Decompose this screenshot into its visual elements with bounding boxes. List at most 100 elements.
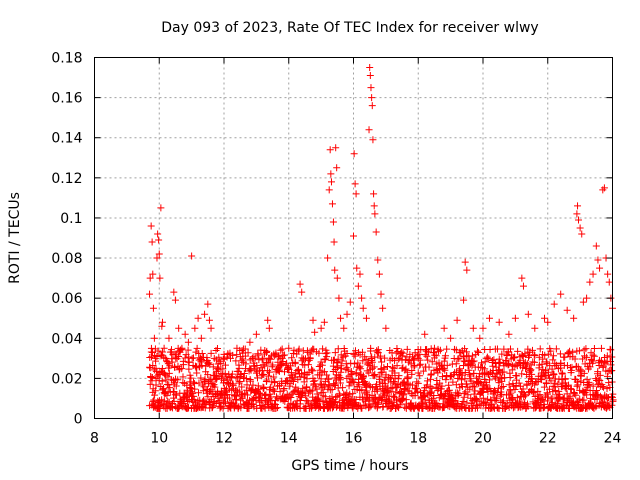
- data-point: [270, 373, 278, 381]
- data-point: [272, 350, 280, 358]
- data-point: [395, 372, 403, 380]
- data-point: [604, 270, 612, 278]
- data-point: [570, 390, 578, 398]
- data-point: [524, 402, 532, 410]
- data-point: [296, 396, 304, 404]
- y-tick-labels: 0 0.02 0.04 0.06 0.08 0.1 0.12 0.14 0.16 0.18: [51, 51, 82, 428]
- data-point: [574, 202, 582, 210]
- data-point: [188, 252, 196, 260]
- data-point: [291, 358, 299, 366]
- data-point: [321, 393, 329, 401]
- data-point: [580, 396, 588, 404]
- data-point: [468, 352, 476, 360]
- data-point: [500, 345, 508, 353]
- data-point: [510, 362, 518, 370]
- data-point: [589, 382, 597, 390]
- data-point: [427, 375, 435, 383]
- data-point: [289, 350, 297, 358]
- data-point: [495, 318, 503, 326]
- data-point: [155, 250, 163, 258]
- data-point: [188, 354, 196, 362]
- x-tick-label: 12: [215, 431, 233, 447]
- data-point: [445, 396, 453, 404]
- data-point: [539, 355, 547, 363]
- data-point: [151, 354, 159, 362]
- data-point: [586, 386, 594, 394]
- data-point: [371, 371, 379, 379]
- data-point: [507, 389, 515, 397]
- data-point: [148, 374, 156, 382]
- data-point: [237, 396, 245, 404]
- data-point: [198, 361, 206, 369]
- data-point: [181, 330, 189, 338]
- data-point: [440, 324, 448, 332]
- data-point: [572, 391, 580, 399]
- data-point: [238, 357, 246, 365]
- data-point: [388, 363, 396, 371]
- data-point: [590, 344, 598, 352]
- data-point: [262, 358, 270, 366]
- data-point: [544, 393, 552, 401]
- data-point: [276, 388, 284, 396]
- y-tick-label: 0.04: [51, 331, 82, 347]
- data-point: [220, 350, 228, 358]
- data-point: [599, 398, 607, 406]
- data-point: [477, 359, 485, 367]
- data-point: [165, 334, 173, 342]
- data-point: [408, 370, 416, 378]
- data-point: [146, 380, 154, 388]
- data-point: [528, 375, 536, 383]
- data-point: [215, 353, 223, 361]
- data-point: [504, 361, 512, 369]
- data-point: [238, 383, 246, 391]
- data-point: [498, 390, 506, 398]
- data-point: [413, 378, 421, 386]
- data-point: [576, 366, 584, 374]
- data-point: [175, 324, 183, 332]
- data-point: [365, 369, 373, 377]
- data-point: [329, 218, 337, 226]
- x-tick-label: 10: [150, 431, 168, 447]
- data-point: [403, 368, 411, 376]
- data-point: [521, 392, 529, 400]
- data-point: [402, 365, 410, 373]
- data-point: [414, 379, 422, 387]
- data-point: [256, 390, 264, 398]
- data-point: [148, 238, 156, 246]
- data-point: [462, 380, 470, 388]
- data-point: [515, 379, 523, 387]
- data-point: [263, 347, 271, 355]
- data-point: [309, 367, 317, 375]
- data-point: [316, 380, 324, 388]
- data-point: [514, 347, 522, 355]
- data-point: [442, 376, 450, 384]
- y-tick-label: 0.18: [51, 51, 82, 67]
- data-point: [531, 351, 539, 359]
- data-point: [166, 362, 174, 370]
- data-point: [452, 381, 460, 389]
- data-point: [320, 383, 328, 391]
- data-point: [409, 353, 417, 361]
- data-point: [217, 359, 225, 367]
- data-point: [522, 404, 530, 412]
- data-point: [573, 378, 581, 386]
- data-point: [308, 365, 316, 373]
- data-point: [580, 346, 588, 354]
- data-point: [336, 376, 344, 384]
- data-point: [560, 395, 568, 403]
- data-point: [185, 403, 193, 411]
- data-point: [235, 379, 243, 387]
- data-point: [589, 357, 597, 365]
- data-point: [337, 364, 345, 372]
- data-point: [359, 357, 367, 365]
- data-point: [269, 361, 277, 369]
- data-point: [397, 348, 405, 356]
- data-point: [346, 298, 354, 306]
- y-tick-label: 0.06: [51, 291, 82, 307]
- data-point: [324, 254, 332, 262]
- data-point: [557, 359, 565, 367]
- data-point: [197, 374, 205, 382]
- data-point: [232, 357, 240, 365]
- data-point: [600, 383, 608, 391]
- data-point: [179, 361, 187, 369]
